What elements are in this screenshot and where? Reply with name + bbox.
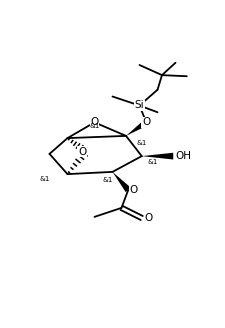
Text: &1: &1 — [89, 123, 100, 129]
Text: &1: &1 — [148, 159, 158, 165]
Text: Si: Si — [135, 100, 144, 111]
Text: OH: OH — [175, 151, 191, 161]
Text: O: O — [78, 147, 86, 157]
Text: O: O — [142, 117, 150, 127]
Text: O: O — [130, 185, 138, 195]
Text: O: O — [144, 213, 153, 223]
Polygon shape — [142, 153, 173, 159]
Polygon shape — [126, 120, 148, 136]
Polygon shape — [112, 172, 131, 192]
Text: &1: &1 — [103, 177, 113, 183]
Text: &1: &1 — [137, 140, 147, 146]
Text: O: O — [90, 117, 99, 127]
Text: &1: &1 — [40, 175, 50, 182]
